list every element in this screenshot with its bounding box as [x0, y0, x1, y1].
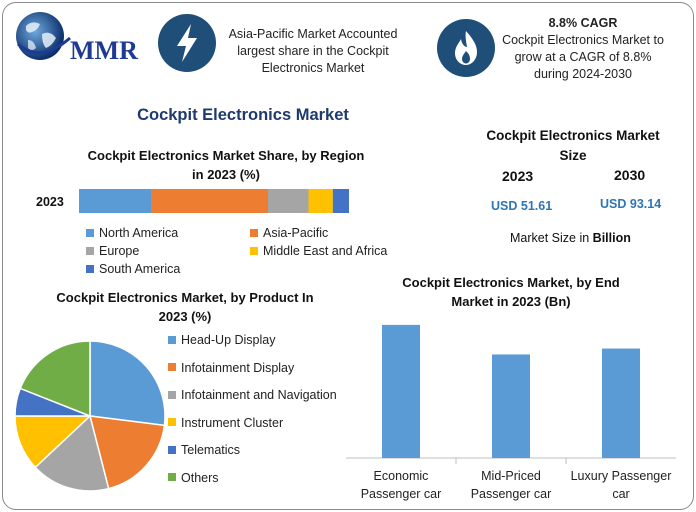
cagr-title: 8.8% CAGR [548, 16, 618, 30]
legend-item: Asia-Pacific [250, 225, 328, 241]
legend-swatch [168, 363, 176, 372]
legend-swatch [250, 246, 258, 255]
category-label: Passenger car [471, 487, 552, 501]
note-prefix: Market Size in [510, 231, 593, 245]
legend-label: Europe [99, 244, 140, 258]
legend-item: Middle East and Africa [250, 243, 387, 259]
legend-label: South America [99, 262, 181, 276]
lightning-icon [177, 24, 197, 62]
legend-item: North America [86, 225, 178, 241]
info-line: during 2024-2030 [534, 67, 632, 81]
region-stacked-bar-chart: 2023 [36, 189, 349, 213]
legend-item: Others [168, 470, 219, 486]
category-label: 2023 [36, 195, 64, 209]
title-line: Cockpit Electronics Market Share, by Reg… [87, 148, 365, 163]
market-size-title: Cockpit Electronics Market Size [474, 126, 672, 166]
end-market-chart-title: Cockpit Electronics Market, by End Marke… [380, 273, 642, 311]
title-line: Cockpit Electronics Market, by End [402, 275, 620, 290]
category-label: Luxury Passenger [571, 469, 672, 483]
region-bar-segment [79, 189, 152, 213]
legend-label: Instrument Cluster [181, 415, 284, 430]
legend-swatch [86, 246, 94, 255]
market-size-unit-note: Market Size in Billion [510, 231, 631, 245]
legend-label: North America [99, 226, 179, 240]
legend-label: Others [181, 470, 219, 485]
globe-icon [16, 12, 71, 60]
lightning-icon-badge [158, 14, 216, 72]
info-line: Asia-Pacific Market Accounted [228, 27, 398, 41]
flame-icon-badge [437, 19, 495, 77]
legend-swatch [168, 473, 176, 482]
product-chart-title: Cockpit Electronics Market, by Product I… [30, 288, 340, 326]
legend-swatch [168, 418, 176, 427]
region-bar-segment [308, 189, 333, 213]
asia-pacific-share-note: Asia-Pacific Market Accounted largest sh… [222, 26, 404, 77]
info-line: grow at a CAGR of 8.8% [514, 50, 652, 64]
legend-item: South America [86, 261, 180, 277]
title-line: Size [559, 148, 587, 163]
logo-text: MMR [70, 36, 138, 65]
category-label: Passenger car [361, 487, 442, 501]
size-year-2023: 2023 [502, 168, 534, 184]
pie-slice [89, 340, 166, 427]
legend-swatch [168, 335, 176, 344]
legend-item: Infotainment Display [168, 360, 294, 376]
legend-item: Telematics [168, 442, 240, 458]
logo: MMR [12, 8, 142, 65]
pie-slice [88, 415, 166, 490]
note-unit: Billion [592, 231, 631, 245]
legend-item: Infotainment and Navigation [168, 387, 337, 403]
flame-icon [455, 31, 477, 65]
end-market-bar [382, 324, 420, 458]
size-value-2023: USD 51.61 [491, 199, 553, 213]
legend-label: Middle East and Africa [263, 244, 388, 258]
legend-item: Head-Up Display [168, 332, 275, 348]
info-line: largest share in the Cockpit [237, 44, 389, 58]
legend-swatch [250, 228, 258, 237]
region-bar-segment [151, 189, 268, 213]
end-market-bar [492, 354, 530, 458]
region-bar-segment [268, 189, 309, 213]
legend-item: Instrument Cluster [168, 415, 283, 431]
main-title: Cockpit Electronics Market [137, 106, 349, 124]
info-line: Electronics Market [261, 61, 365, 75]
title-line: Cockpit Electronics Market, by Product I… [56, 290, 314, 305]
end-market-bar [602, 348, 640, 458]
legend-label: Infotainment and Navigation [181, 388, 337, 402]
legend-swatch [168, 390, 176, 399]
pie-slice [34, 414, 110, 492]
legend-item: Europe [86, 243, 139, 259]
title-line: 2023 (%) [158, 309, 212, 324]
legend-label: Infotainment Display [181, 360, 295, 375]
legend-swatch [86, 228, 94, 237]
legend-label: Head-Up Display [181, 333, 276, 347]
legend-label: Asia-Pacific [263, 226, 329, 240]
legend-label: Telematics [181, 443, 241, 457]
legend-swatch [86, 264, 94, 273]
region-chart-title: Cockpit Electronics Market Share, by Reg… [64, 146, 388, 184]
title-line: in 2023 (%) [192, 167, 260, 182]
size-value-2030: USD 93.14 [600, 197, 662, 211]
legend-swatch [168, 445, 176, 454]
cagr-note: 8.8% CAGR Cockpit Electronics Market to … [495, 15, 671, 83]
end-market-bar-chart: Economic Passenger car Mid-Priced Passenger… [346, 324, 676, 501]
pie-slice [19, 340, 91, 418]
title-line: Cockpit Electronics Market [486, 128, 660, 143]
category-label: Economic [374, 469, 429, 483]
region-legend: North America Asia-Pacific Europe Middle Ea… [86, 225, 406, 279]
category-label: Mid-Priced [481, 469, 541, 483]
size-year-2030: 2030 [614, 167, 646, 183]
product-legend: Head-Up Display Infotainment Display Infot… [168, 332, 358, 492]
title-line: Market in 2023 (Bn) [451, 294, 571, 309]
category-label: car [612, 487, 629, 501]
region-bar-segment [332, 189, 349, 213]
info-line: Cockpit Electronics Market to [502, 33, 664, 47]
product-pie-chart [14, 340, 166, 492]
